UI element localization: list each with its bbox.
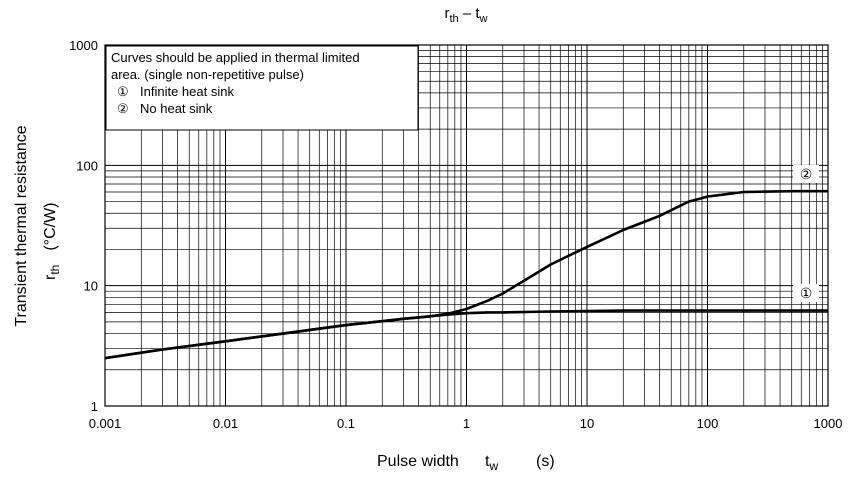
note-item-2-marker: ② (117, 101, 129, 116)
x-tick-label: 100 (697, 416, 719, 431)
y-tick-label: 1000 (69, 38, 98, 53)
y-axis-label-line1: Transient thermal resistance (13, 125, 30, 326)
note-item-2-label: No heat sink (140, 101, 213, 116)
title-w: w (479, 13, 488, 25)
note-line-1: Curves should be applied in thermal limi… (111, 50, 360, 65)
x-axis-symbol: t (485, 453, 490, 470)
title-th: th (450, 13, 459, 25)
tick-labels: 0.001 0.01 0.1 1 10 100 1000 1 10 100 1000 (69, 38, 842, 431)
y-axis-symbol: r (42, 274, 59, 280)
y-tick-label: 1 (91, 399, 98, 414)
curve-2-marker: ② (793, 165, 819, 183)
x-axis-unit: (s) (536, 453, 555, 470)
title-t: t (475, 5, 480, 22)
x-tick-label: 1000 (814, 416, 843, 431)
curve-1-marker: ① (793, 284, 819, 302)
plot-frame (104, 44, 829, 407)
note-item-1-label: Infinite heat sink (140, 84, 234, 99)
note-box: Curves should be applied in thermal limi… (105, 45, 419, 131)
curve-2-marker-label: ② (800, 166, 813, 182)
x-tick-label: 10 (580, 416, 594, 431)
y-tick-label: 100 (76, 158, 98, 173)
y-tick-label: 10 (84, 279, 98, 294)
curves (104, 189, 828, 360)
y-axis-symbol-sub: th (48, 265, 62, 275)
x-axis-symbol-sub: w (488, 459, 498, 473)
chart-title: rth – tw (445, 5, 488, 25)
curve-2-line (104, 189, 828, 360)
x-tick-label: 0.001 (89, 416, 122, 431)
y-axis-label-line2: rth (°C/W) (42, 203, 62, 281)
x-tick-label: 0.1 (337, 416, 355, 431)
x-tick-label: 1 (463, 416, 470, 431)
x-tick-label: 0.01 (213, 416, 238, 431)
note-line-2: area. (single non-repetitive pulse) (111, 67, 304, 82)
curve-1-marker-label: ① (800, 285, 813, 301)
title-r: r (445, 5, 450, 22)
y-axis-unit: (°C/W) (42, 203, 59, 251)
x-axis-label: Pulse width tw (s) (377, 453, 555, 473)
x-axis-label-text: Pulse width (377, 453, 459, 470)
title-sep: – (459, 5, 476, 22)
note-item-1-marker: ① (117, 84, 129, 99)
